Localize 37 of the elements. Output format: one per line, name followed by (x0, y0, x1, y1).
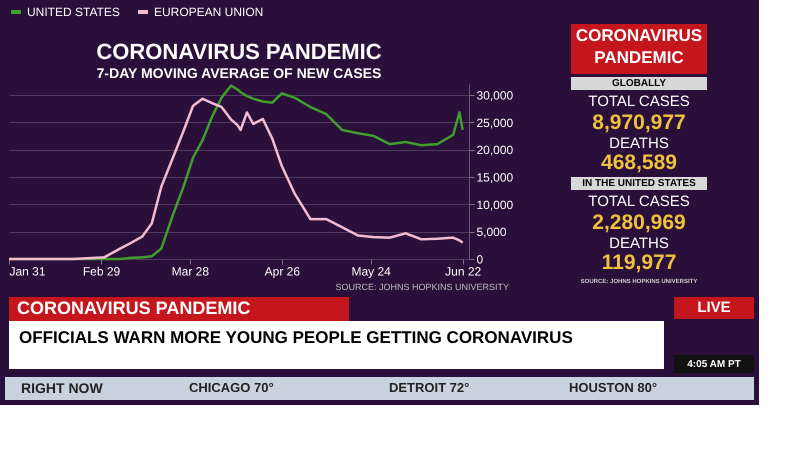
x-tick-label: Apr 26 (264, 264, 300, 278)
text: RIGHT NOW (21, 380, 104, 396)
text: DETROIT 72° (389, 380, 470, 395)
chart-subtitle: 7-DAY MOVING AVERAGE OF NEW CASES (96, 65, 382, 81)
text: OFFICIALS WARN MORE YOUNG PEOPLE GETTING CORONAVIRUS (19, 328, 573, 347)
chart-title: CORONAVIRUS PANDEMIC (96, 39, 382, 64)
legend-label: UNITED STATES (27, 5, 120, 19)
text: 8,970,977 (592, 111, 686, 134)
text: DEATHS (609, 235, 669, 252)
text: 2,280,969 (592, 211, 686, 234)
x-tick-label: Mar 28 (172, 264, 210, 278)
y-tick-label: 5,000 (476, 225, 507, 240)
y-tick-label: 20,000 (476, 143, 514, 158)
text: 119,977 (602, 251, 676, 274)
x-tick-label: Jan 31 (10, 264, 46, 278)
y-tick-label: 25,000 (476, 116, 514, 130)
text: CORONAVIRUS PANDEMIC (576, 26, 702, 67)
text: LIVE (697, 299, 731, 316)
text: 468,589 (601, 151, 677, 174)
text: GLOBALLY (612, 78, 666, 89)
text: CHICAGO 70° (189, 380, 274, 395)
x-tick-label: Jun 22 (445, 264, 482, 278)
y-tick-label: 15,000 (476, 170, 514, 184)
text: TOTAL CASES (588, 93, 690, 110)
text: IN THE UNITED STATES (582, 178, 696, 189)
y-tick-label: 30,000 (476, 88, 514, 102)
text: TOTAL CASES (588, 193, 690, 210)
x-tick-label: Feb 29 (82, 264, 121, 278)
x-tick-label: May 24 (351, 264, 392, 278)
text: DEATHS (609, 135, 669, 152)
text: 4:05 AM PT (687, 359, 741, 370)
source-note: SOURCE: JOHNS HOPKINS UNIVERSITY (335, 282, 509, 292)
text: HOUSTON 80° (569, 380, 658, 395)
text: CORONAVIRUS PANDEMIC (17, 298, 250, 318)
legend-label: EUROPEAN UNION (154, 5, 264, 19)
y-tick-label: 10,000 (476, 198, 514, 212)
y-tick-label: 0 (476, 252, 484, 266)
